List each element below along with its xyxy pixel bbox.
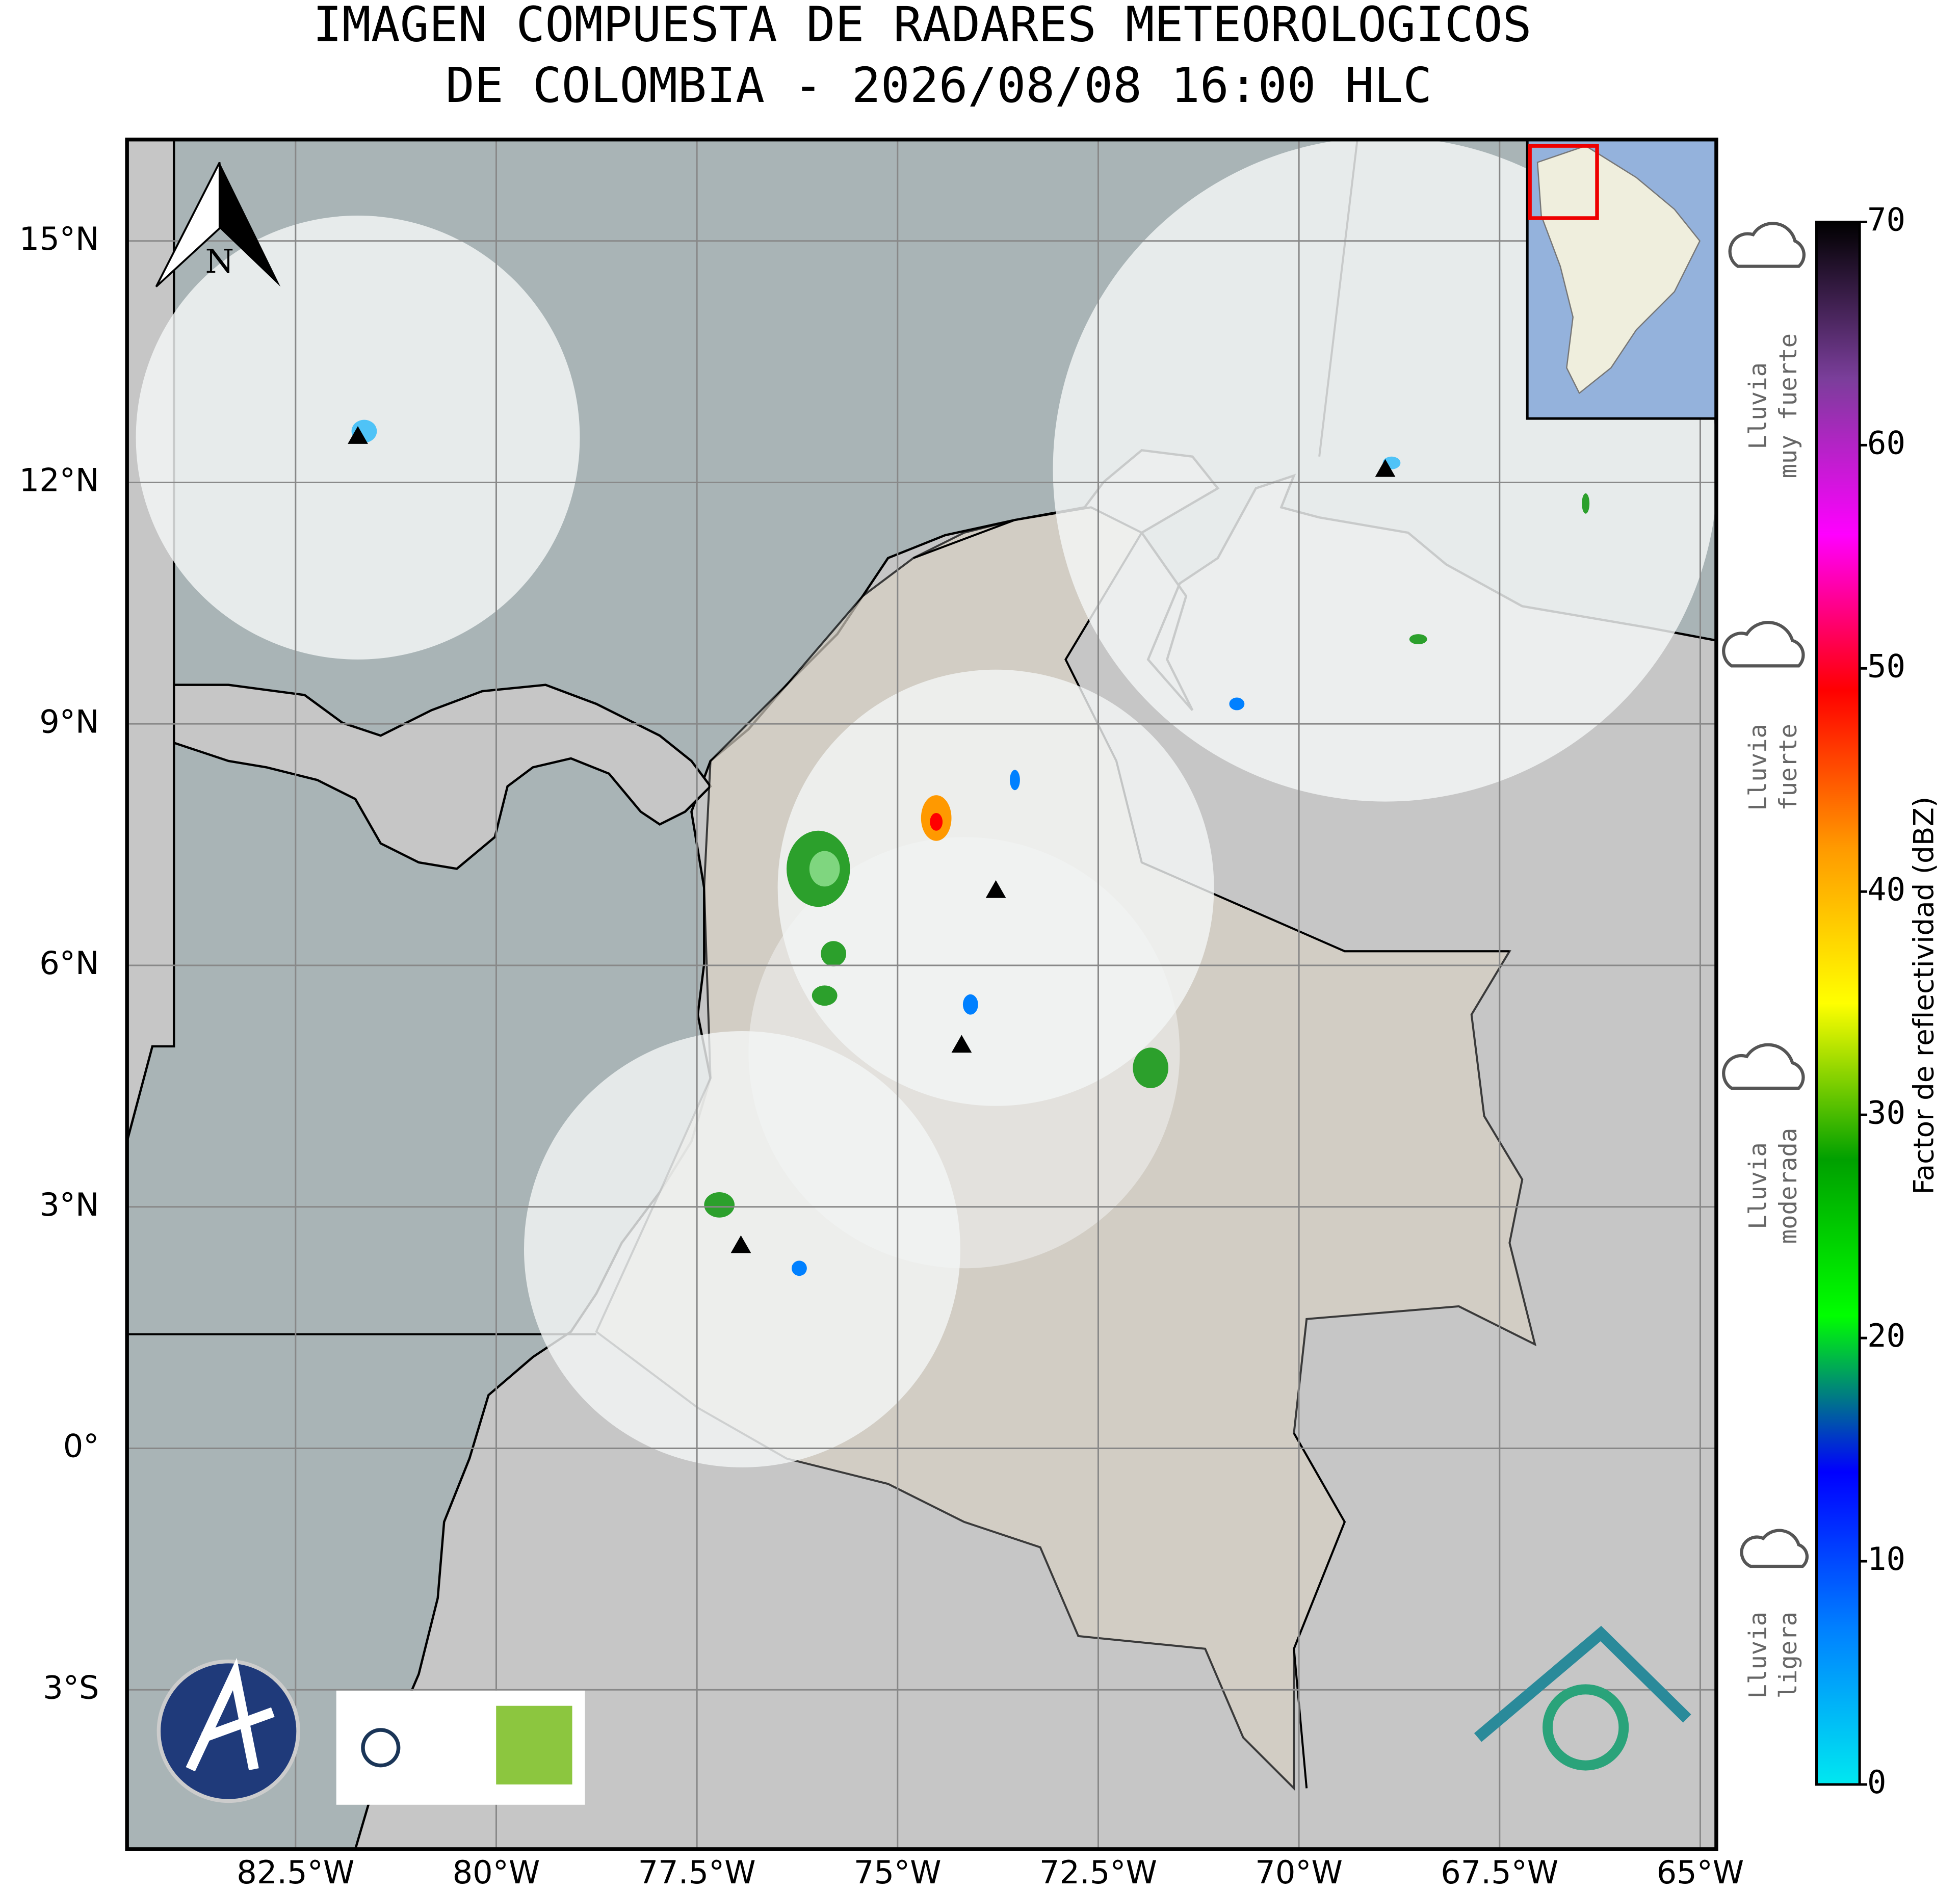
- rain-label: ligera: [1774, 1612, 1802, 1699]
- axis-ticks: 82.5°W 80°W 77.5°W 75°W 72.5°W 70°W 67.5°W 65°W…: [19, 220, 1744, 1891]
- siata-logo: [361, 1728, 401, 1768]
- map-area: N: [127, 139, 1716, 1849]
- ideam-logo: [1543, 1684, 1629, 1771]
- x-tick-label: 67.5°W: [1441, 1854, 1558, 1891]
- rain-label: Lluvia: [1744, 724, 1772, 811]
- map-frame: [125, 137, 1718, 1851]
- colorbar-tick-label: 60: [1867, 424, 1905, 461]
- inset-box: [1528, 144, 1599, 220]
- x-tick-label: 77.5°W: [638, 1854, 756, 1891]
- x-tick-label: 75°W: [854, 1854, 942, 1891]
- title-line: IMAGEN COMPUESTA DE RADARES METEOROLOGIC…: [313, 0, 1532, 53]
- land: [127, 139, 175, 1142]
- x-tick-label: 72.5°W: [1039, 1854, 1157, 1891]
- rain-label: fuerte: [1774, 724, 1802, 811]
- colorbar-tick-label: 40: [1867, 871, 1905, 908]
- y-tick-label: 0°: [63, 1428, 99, 1465]
- colorbar-tick-label: 20: [1867, 1317, 1905, 1354]
- radar-echoes: [351, 419, 1590, 1276]
- weather-icon: [1722, 222, 1809, 1568]
- y-tick-label: 15°N: [19, 220, 99, 257]
- y-tick-label: 3°S: [43, 1669, 99, 1706]
- colorbar-tick-label: 0: [1867, 1764, 1886, 1801]
- ideam-logo: [1474, 1625, 1691, 1742]
- colorbar: [1815, 220, 1861, 1786]
- title-line: DE COLOMBIA - 2026/08/08 16:00 HLC: [446, 58, 1432, 114]
- rain-label: Lluvia: [1744, 1142, 1772, 1229]
- colorbar-label: Factor de reflectividad (dBZ): [1907, 797, 1940, 1195]
- rain-label: muy fuerte: [1774, 333, 1802, 479]
- x-tick-label: 70°W: [1255, 1854, 1343, 1891]
- rain-label: Lluvia: [1744, 1612, 1772, 1699]
- rain-label: moderada: [1774, 1128, 1802, 1244]
- radar-coverage: [748, 837, 1180, 1269]
- rain-label: Lluvia: [1744, 362, 1772, 450]
- y-tick-label: 9°N: [39, 703, 99, 740]
- y-tick-label: 6°N: [39, 944, 99, 982]
- border: [913, 506, 1510, 953]
- inset-land: [1536, 145, 1701, 395]
- y-tick-label: 12°N: [19, 462, 99, 499]
- colorbar-tick-label: 70: [1867, 201, 1905, 239]
- colorbar-ticks: 0 10 20 30 40 50 60 70: [1860, 201, 1905, 1801]
- north-label: N: [205, 243, 234, 281]
- x-tick-label: 80°W: [453, 1854, 540, 1891]
- x-tick-label: 82.5°W: [237, 1854, 354, 1891]
- land: [127, 684, 712, 870]
- grid: [127, 139, 1716, 1849]
- colorbar-tick-label: 30: [1867, 1094, 1905, 1131]
- area-logo: [496, 1705, 572, 1784]
- y-tick-label: 3°N: [39, 1186, 99, 1223]
- colorbar-tick-label: 50: [1867, 647, 1905, 685]
- radar-sites: [348, 426, 1396, 1253]
- x-tick-label: 65°W: [1657, 1854, 1744, 1891]
- colorbar-tick-label: 10: [1867, 1540, 1905, 1578]
- aerocivil-logo: [186, 1658, 275, 1772]
